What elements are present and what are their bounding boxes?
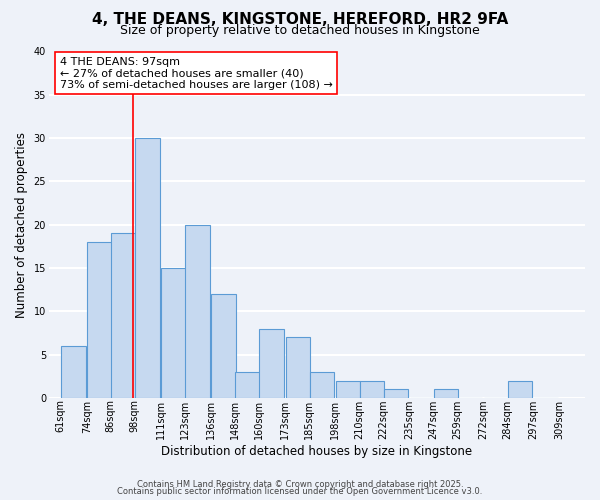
Bar	[235, 372, 260, 398]
Bar	[211, 294, 236, 398]
Bar	[286, 338, 310, 398]
Bar	[161, 268, 186, 398]
Bar	[310, 372, 334, 398]
Bar	[359, 380, 385, 398]
Bar	[259, 328, 284, 398]
Text: 4 THE DEANS: 97sqm
← 27% of detached houses are smaller (40)
73% of semi-detache: 4 THE DEANS: 97sqm ← 27% of detached hou…	[59, 56, 332, 90]
Bar	[136, 138, 160, 398]
Text: Contains HM Land Registry data © Crown copyright and database right 2025.: Contains HM Land Registry data © Crown c…	[137, 480, 463, 489]
Text: 4, THE DEANS, KINGSTONE, HEREFORD, HR2 9FA: 4, THE DEANS, KINGSTONE, HEREFORD, HR2 9…	[92, 12, 508, 28]
Text: Contains public sector information licensed under the Open Government Licence v3: Contains public sector information licen…	[118, 487, 482, 496]
Bar	[335, 380, 361, 398]
Bar	[434, 390, 458, 398]
Bar	[88, 242, 112, 398]
X-axis label: Distribution of detached houses by size in Kingstone: Distribution of detached houses by size …	[161, 444, 472, 458]
Bar	[61, 346, 86, 398]
Text: Size of property relative to detached houses in Kingstone: Size of property relative to detached ho…	[120, 24, 480, 37]
Bar	[185, 225, 210, 398]
Bar	[112, 234, 136, 398]
Bar	[508, 380, 532, 398]
Y-axis label: Number of detached properties: Number of detached properties	[15, 132, 28, 318]
Bar	[383, 390, 409, 398]
